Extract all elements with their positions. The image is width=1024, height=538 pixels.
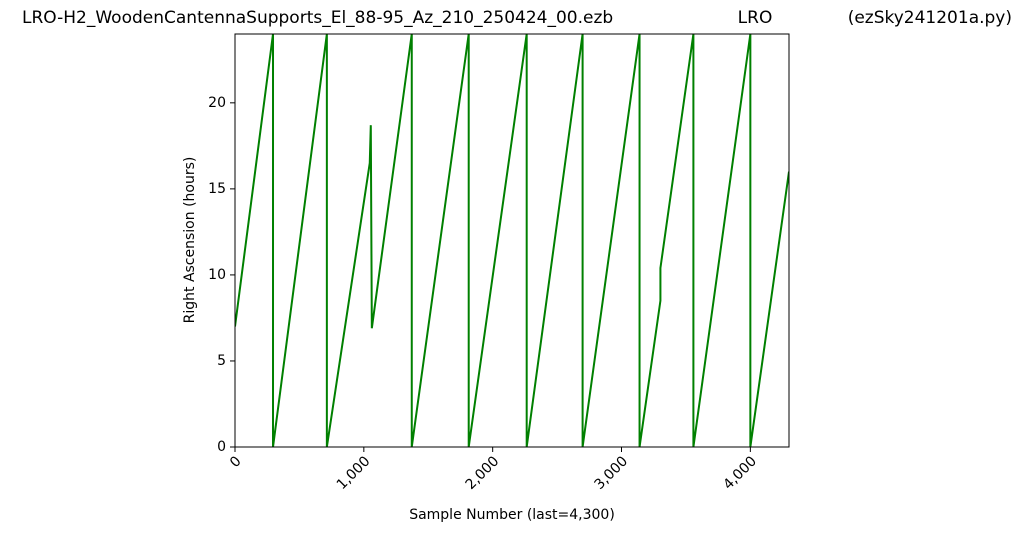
- y-tick-label: 20: [208, 95, 226, 111]
- chart-title: (ezSky241201a.py): [848, 8, 1012, 28]
- x-tick-label: 0: [227, 453, 245, 471]
- chart-title: LRO-H2_WoodenCantennaSupports_El_88-95_A…: [22, 8, 613, 28]
- x-tick-label: 3,000: [592, 453, 632, 493]
- chart-title: LRO: [738, 8, 773, 28]
- y-tick-label: 15: [208, 181, 226, 197]
- x-tick-label: 4,000: [720, 453, 760, 493]
- x-tick-label: 1,000: [334, 453, 374, 493]
- y-tick-label: 10: [208, 267, 226, 283]
- y-tick-label: 0: [217, 439, 226, 455]
- plot-frame: [234, 33, 790, 448]
- x-axis-label: Sample Number (last=4,300): [409, 507, 615, 523]
- y-axis-label: Right Ascension (hours): [182, 157, 198, 324]
- data-line: [235, 33, 789, 448]
- x-tick-label: 2,000: [463, 453, 503, 493]
- y-tick-label: 5: [217, 353, 226, 369]
